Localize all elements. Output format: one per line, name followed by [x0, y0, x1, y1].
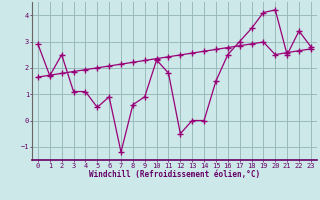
X-axis label: Windchill (Refroidissement éolien,°C): Windchill (Refroidissement éolien,°C)	[89, 170, 260, 179]
